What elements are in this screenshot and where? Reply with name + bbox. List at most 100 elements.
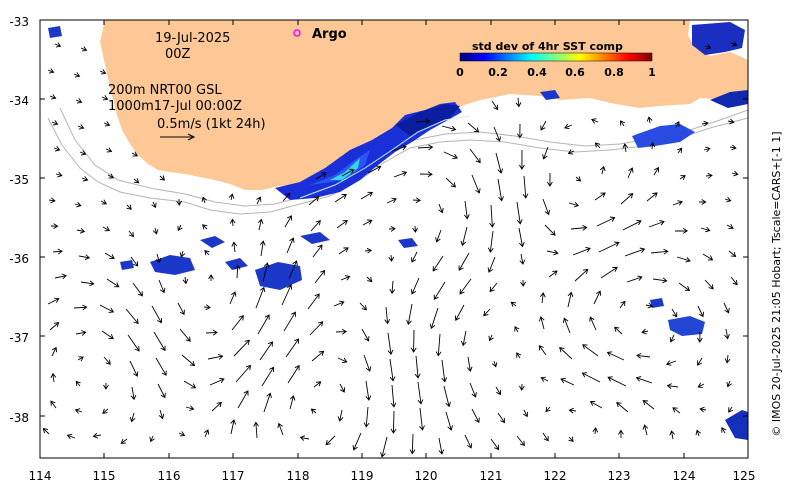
velocity-arrow [259, 341, 273, 361]
velocity-arrow [600, 266, 618, 279]
velocity-arrow [443, 385, 451, 408]
velocity-arrow [471, 408, 480, 424]
velocity-arrow [445, 177, 457, 188]
velocity-arrow [703, 146, 711, 153]
velocity-arrow [514, 326, 520, 333]
velocity-arrow [589, 400, 603, 409]
velocity-arrow [257, 314, 270, 335]
velocity-arrow [50, 400, 57, 409]
velocity-arrow [417, 381, 424, 405]
velocity-arrow [80, 46, 88, 52]
velocity-arrow [650, 248, 669, 255]
velocity-arrow [665, 360, 677, 366]
velocity-arrow [598, 241, 620, 253]
velocity-arrow [103, 121, 111, 127]
velocity-arrow [564, 123, 573, 130]
velocity-arrow [493, 126, 501, 142]
velocity-arrow [257, 218, 264, 231]
velocity-arrow [75, 380, 81, 387]
velocity-arrow [599, 165, 606, 175]
velocity-arrow [731, 170, 739, 177]
velocity-arrow [364, 247, 373, 254]
velocity-arrow [107, 173, 115, 179]
velocity-arrow [315, 172, 327, 180]
velocity-arrow [433, 281, 446, 301]
velocity-arrow [469, 382, 477, 398]
velocity-arrow [729, 144, 737, 151]
velocity-arrow [699, 199, 707, 205]
velocity-arrow [417, 144, 434, 151]
velocity-arrow [310, 408, 317, 414]
velocity-arrow [726, 380, 732, 388]
velocity-arrow [412, 197, 421, 204]
velocity-arrow [702, 253, 714, 261]
velocity-arrow [724, 328, 730, 340]
velocity-arrow [182, 276, 189, 285]
velocity-arrow [131, 151, 139, 157]
velocity-arrow [568, 436, 574, 443]
velocity-arrow [75, 98, 83, 104]
velocity-arrow [79, 150, 87, 156]
velocity-arrow [77, 124, 85, 130]
velocity-arrow [74, 408, 83, 414]
velocity-arrow [129, 360, 139, 377]
velocity-arrow [362, 219, 373, 226]
velocity-arrow [337, 357, 348, 364]
velocity-arrow [648, 220, 665, 228]
velocity-arrow [104, 252, 115, 260]
colorbar-tick-label: 0.4 [527, 66, 547, 79]
velocity-arrow [312, 244, 323, 258]
velocity-arrow [283, 311, 296, 332]
velocity-arrow [128, 230, 135, 238]
x-tick-label: 122 [544, 469, 567, 483]
velocity-arrow [101, 95, 109, 101]
velocity-arrow [234, 264, 241, 279]
velocity-arrow [207, 353, 224, 360]
velocity-arrow [126, 204, 132, 210]
velocity-arrow [652, 277, 668, 284]
velocity-arrow [520, 279, 526, 287]
y-tick-label: -35 [9, 173, 29, 187]
velocity-arrow [497, 412, 505, 424]
velocity-arrow [181, 354, 196, 367]
velocity-arrow [699, 406, 707, 413]
velocity-arrow [695, 429, 701, 437]
velocity-arrow [411, 251, 418, 263]
scale-arrow [160, 133, 196, 141]
velocity-arrow [73, 304, 88, 311]
velocity-arrow [730, 276, 738, 286]
velocity-arrow [460, 330, 467, 347]
velocity-arrow [730, 41, 738, 47]
velocity-arrow [352, 432, 362, 451]
sst-variability-patches [48, 22, 748, 440]
velocity-arrow [202, 224, 208, 230]
velocity-arrow [77, 356, 84, 362]
date-label: 19-Jul-2025 [155, 31, 230, 46]
velocity-arrow [607, 376, 627, 387]
velocity-arrow [429, 307, 439, 330]
velocity-arrow [261, 366, 275, 387]
velocity-arrow [463, 200, 470, 220]
velocity-arrow [581, 372, 601, 383]
velocity-arrow [359, 302, 367, 311]
velocity-arrow [412, 225, 418, 233]
velocity-arrow [487, 230, 494, 253]
velocity-arrow [646, 192, 658, 202]
velocity-arrow [81, 176, 89, 182]
velocity-arrow [51, 120, 59, 126]
scale-label: 0.5m/s (1kt 24h) [157, 117, 266, 132]
velocity-arrow [542, 146, 549, 160]
velocity-arrow [102, 408, 109, 414]
velocity-arrow [547, 172, 553, 187]
velocity-arrow [132, 282, 143, 297]
velocity-arrow [105, 147, 113, 153]
velocity-arrow [490, 438, 500, 451]
velocity-arrow [674, 228, 689, 234]
velocity-arrow [491, 100, 499, 111]
velocity-arrow [721, 427, 727, 434]
velocity-arrow [575, 176, 582, 182]
velocity-arrow [263, 392, 272, 413]
velocity-arrow [388, 254, 395, 262]
velocity-arrow [299, 435, 310, 441]
